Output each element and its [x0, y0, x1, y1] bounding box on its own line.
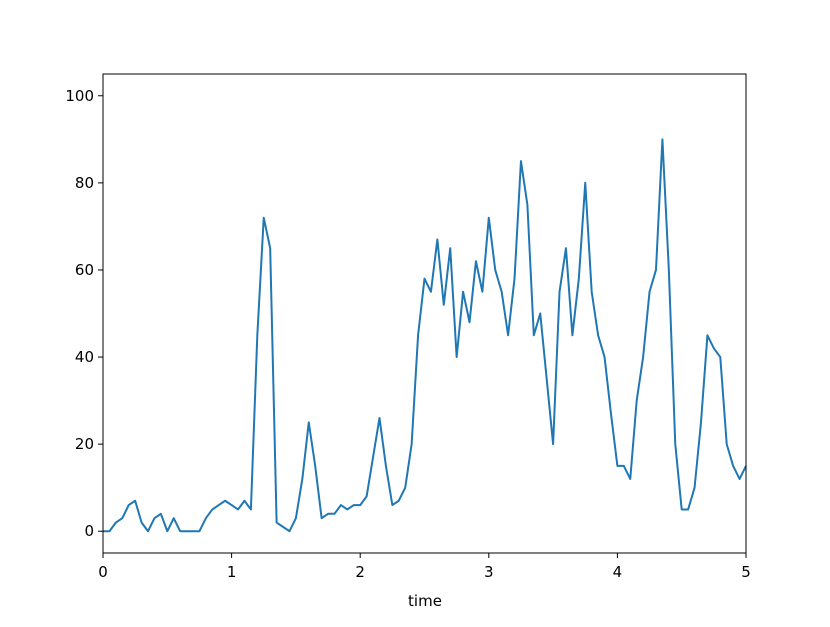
y-tick-label: 60 — [75, 261, 94, 279]
x-tick-label: 0 — [98, 563, 108, 581]
y-tick-label: 0 — [84, 522, 94, 540]
line-series — [103, 138, 747, 533]
x-tick-label: 3 — [484, 563, 494, 581]
y-tick-label: 100 — [65, 87, 94, 105]
x-tick-label: 1 — [227, 563, 237, 581]
plot-frame — [102, 73, 747, 554]
y-tick-label: 40 — [75, 348, 94, 366]
y-tick-label: 20 — [75, 435, 94, 453]
y-tick-label: 80 — [75, 174, 94, 192]
x-axis-label: time — [408, 592, 442, 610]
x-tick-label: 5 — [741, 563, 751, 581]
x-tick-label: 2 — [355, 563, 365, 581]
x-tick-label: 4 — [613, 563, 623, 581]
